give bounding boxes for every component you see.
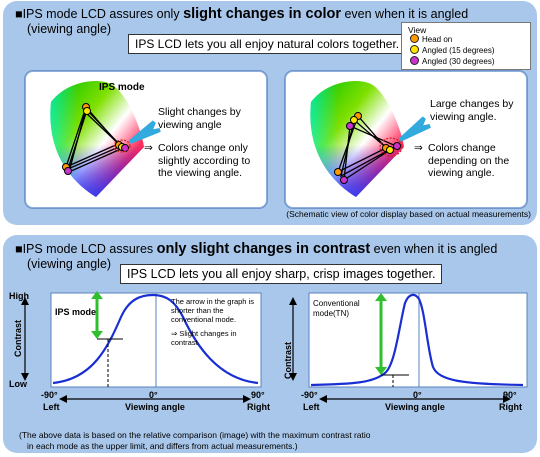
y-low-label: Low — [9, 379, 27, 389]
ips-contrast-svg — [21, 291, 262, 403]
x-left-value: -90° — [301, 390, 318, 400]
x-right-label: Right — [499, 402, 522, 412]
tn-mode-label: Conventional mode(TN) — [313, 299, 360, 318]
x-axis-label: Viewing angle — [385, 402, 445, 412]
x-right-label: Right — [247, 402, 270, 412]
tn-contrast-svg — [289, 292, 528, 403]
colors-change-depending-text: Colors change depending on the viewing a… — [428, 142, 510, 179]
x-left-value: -90° — [41, 390, 58, 400]
color-panel: ■IPS mode LCD assures only slight change… — [3, 1, 537, 225]
yellow-dot-icon — [410, 45, 419, 54]
color-heading: ■IPS mode LCD assures only slight change… — [15, 6, 469, 37]
ips-mode-title: IPS mode — [99, 82, 145, 93]
x-axis-label: Viewing angle — [125, 402, 185, 412]
x-zero-value: 0° — [149, 390, 158, 400]
orange-dot-icon — [410, 34, 419, 43]
slight-contrast-note: ⇒ Slight changes in contrast — [171, 329, 237, 347]
arrow-shorter-note: The arrow in the graph is shorter than t… — [171, 297, 254, 324]
implies-arrow-icon: ⇒ — [414, 142, 423, 154]
legend-item: Angled (30 degrees) — [410, 56, 495, 66]
magenta-dot-icon — [410, 56, 419, 65]
bullet-square: ■ — [15, 7, 23, 21]
legend-item: Angled (15 degrees) — [410, 45, 495, 55]
tn-contrast-graph: Contrast Conventional mode(TN) -90° Left… — [273, 287, 535, 417]
contrast-footnote-line2: in each mode as the upper limit, and dif… — [27, 441, 298, 451]
tn-chromaticity-diagram — [310, 81, 431, 197]
ips-contrast-graph: High Low Contrast IPS mode The arrow in … — [3, 287, 273, 417]
slight-changes-text: Slight changes by viewing angle — [158, 106, 241, 131]
ips-mode-label: IPS mode — [55, 307, 97, 317]
x-left-label: Left — [43, 402, 60, 412]
x-right-value: 90° — [503, 390, 517, 400]
colors-change-slightly-text: Colors change only slightly according to… — [158, 142, 251, 179]
legend-title: View — [408, 25, 427, 35]
x-left-label: Left — [303, 402, 320, 412]
large-changes-text: Large changes by viewing angle. — [430, 98, 514, 123]
contrast-heading: ■IPS mode LCD assures only slight change… — [15, 241, 498, 272]
contrast-panel: ■IPS mode LCD assures only slight change… — [3, 235, 537, 453]
view-legend: View Head on Angled (15 degrees) Angled … — [401, 22, 531, 70]
y-high-label: High — [9, 291, 29, 301]
color-footnote: (Schematic view of color display based o… — [286, 209, 531, 219]
bullet-square: ■ — [15, 242, 23, 256]
legend-item: Head on — [410, 34, 452, 44]
contrast-footnote-line1: (The above data is based on the relative… — [19, 430, 371, 440]
ips-chromaticity-diagram — [50, 81, 161, 197]
x-right-value: 90° — [251, 390, 265, 400]
implies-arrow-icon: ⇒ — [144, 142, 153, 154]
tn-color-card: Large changes by viewing angle. ⇒ Colors… — [285, 71, 527, 208]
x-zero-value: 0° — [413, 390, 422, 400]
contrast-message: IPS LCD lets you all enjoy sharp, crisp … — [120, 264, 443, 284]
ips-color-card: IPS mode Slight changes by viewing angle… — [25, 71, 267, 208]
color-message: IPS LCD lets you all enjoy natural color… — [128, 34, 407, 54]
